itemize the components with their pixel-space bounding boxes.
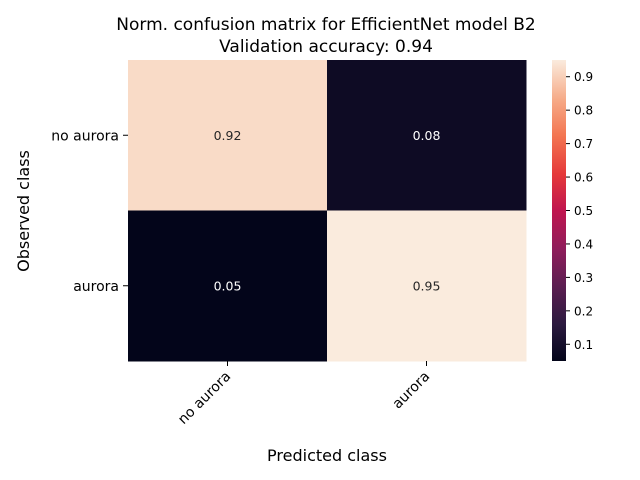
x-tick-label: aurora — [390, 369, 434, 413]
colorbar-tick-label: 0.5 — [574, 204, 593, 218]
x-axis-ticks: no aurora aurora — [175, 361, 433, 428]
heatmap-cell — [327, 60, 527, 211]
colorbar-ticks: 0.1 0.2 0.3 0.4 0.5 0.6 0.7 0.8 0.9 — [566, 70, 593, 352]
colorbar-tick-label: 0.2 — [574, 304, 593, 318]
x-tick-label: no aurora — [175, 369, 234, 428]
colorbar-tick-label: 0.6 — [574, 171, 593, 185]
colorbar-tick-label: 0.7 — [574, 137, 593, 151]
heatmap-cells: 0.92 0.08 0.05 0.95 — [128, 60, 527, 362]
heatmap-cell — [327, 210, 527, 362]
cell-value-label: 0.05 — [214, 278, 242, 293]
y-tick-label: aurora — [73, 279, 119, 295]
heatmap-cell — [128, 210, 328, 362]
x-axis-label: Predicted class — [267, 446, 387, 465]
colorbar-tick-label: 0.3 — [574, 271, 593, 285]
heatmap-cell — [128, 60, 328, 211]
chart-subtitle: Validation accuracy: 0.94 — [219, 37, 433, 57]
colorbar-tick-label: 0.8 — [574, 104, 593, 118]
y-tick-label: no aurora — [51, 128, 119, 144]
cell-value-label: 0.95 — [413, 278, 441, 293]
cell-value-label: 0.08 — [413, 128, 441, 143]
y-axis-ticks: no aurora aurora — [51, 128, 128, 295]
cell-value-label: 0.92 — [214, 128, 242, 143]
colorbar: 0.1 0.2 0.3 0.4 0.5 0.6 0.7 0.8 0.9 — [552, 60, 593, 361]
colorbar-gradient — [552, 60, 566, 361]
colorbar-tick-label: 0.1 — [574, 338, 593, 352]
y-axis-label: Observed class — [14, 150, 33, 272]
colorbar-tick-label: 0.9 — [574, 70, 593, 84]
colorbar-tick-label: 0.4 — [574, 237, 593, 251]
chart-title: Norm. confusion matrix for EfficientNet … — [116, 15, 535, 35]
